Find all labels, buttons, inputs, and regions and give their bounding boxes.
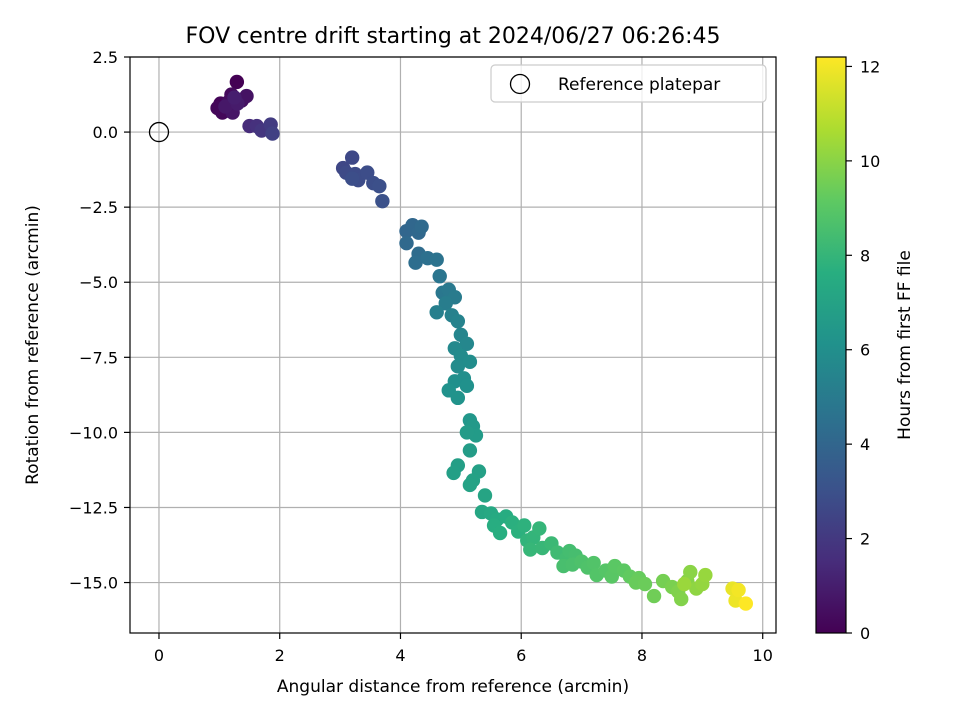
legend-entry-label: Reference platepar <box>558 75 720 95</box>
data-point <box>344 150 360 165</box>
data-point <box>450 314 466 329</box>
data-point <box>517 518 532 533</box>
data-point <box>360 165 375 180</box>
colorbar-tick-label: 12 <box>860 57 880 76</box>
data-point <box>414 219 429 234</box>
y-axis-label: Rotation from reference (arcmin) <box>23 205 43 485</box>
data-point <box>450 359 466 374</box>
colorbar-frame <box>815 56 847 634</box>
x-axis-ticks: 0 2 4 6 8 10 <box>154 633 773 665</box>
data-point <box>477 488 493 503</box>
y-tick-label: −15.0 <box>69 574 118 593</box>
y-tick-label: 0.0 <box>93 123 118 142</box>
data-point <box>698 567 713 583</box>
reference-platepar-marker <box>148 121 170 143</box>
data-point <box>227 90 242 105</box>
colorbar-gradient <box>816 57 846 633</box>
colorbar-tick-label: 4 <box>860 435 870 454</box>
data-point <box>399 235 414 251</box>
colorbar-tick-label: 10 <box>860 152 880 171</box>
y-tick-label: −2.5 <box>79 198 118 217</box>
y-tick-label: 2.5 <box>93 48 118 67</box>
y-tick-label: −10.0 <box>69 423 118 442</box>
y-tick-label: −7.5 <box>79 348 118 367</box>
data-point <box>459 378 475 394</box>
y-tick-label: −12.5 <box>69 498 118 517</box>
data-point <box>677 576 692 592</box>
y-axis-ticks: 2.5 0.0 −2.5 −5.0 −7.5 −10.0 −12.5 −15.0 <box>69 48 130 593</box>
data-point <box>462 477 478 493</box>
colorbar-label: Hours from first FF file <box>895 250 915 440</box>
colorbar-tick-label: 2 <box>860 530 870 549</box>
colorbar-ticks: 0 2 4 6 8 10 12 <box>846 57 880 643</box>
x-tick-label: 10 <box>753 646 773 665</box>
data-point <box>731 582 746 598</box>
data-points <box>210 74 754 611</box>
data-point <box>462 443 478 458</box>
data-point <box>408 255 423 270</box>
data-point <box>429 305 444 320</box>
legend-open-circle-icon <box>509 73 531 95</box>
plot-frame <box>129 56 777 634</box>
data-point <box>375 193 390 209</box>
data-point <box>432 269 447 284</box>
data-point <box>738 596 754 611</box>
data-point <box>674 591 689 607</box>
x-tick-label: 4 <box>395 646 405 665</box>
data-point <box>265 126 280 141</box>
data-point <box>492 525 508 541</box>
data-point <box>462 354 478 370</box>
data-point <box>218 99 233 114</box>
data-point <box>446 465 461 481</box>
data-point <box>637 576 653 592</box>
reference-marker-layer <box>148 121 170 143</box>
x-axis-label: Angular distance from reference (arcmin) <box>277 677 629 697</box>
chart-title: FOV centre drift starting at 2024/06/27 … <box>186 24 721 49</box>
data-point <box>532 521 547 536</box>
data-point <box>372 178 387 194</box>
x-tick-label: 0 <box>154 646 164 665</box>
colorbar-tick-label: 8 <box>860 246 870 265</box>
data-point <box>523 542 538 557</box>
data-point <box>586 555 601 571</box>
data-point <box>438 296 453 311</box>
data-point <box>229 74 245 90</box>
data-point <box>646 588 662 604</box>
data-point <box>450 390 466 406</box>
x-tick-label: 6 <box>516 646 526 665</box>
colorbar: 0 2 4 6 8 10 12 Hours from first FF file <box>815 56 915 643</box>
data-point <box>459 425 475 440</box>
data-point <box>429 252 444 267</box>
x-tick-label: 8 <box>637 646 647 665</box>
data-point <box>683 564 698 580</box>
colorbar-tick-label: 0 <box>860 624 870 643</box>
data-point <box>344 171 360 186</box>
y-tick-label: −5.0 <box>79 273 118 292</box>
colorbar-tick-label: 6 <box>860 341 870 360</box>
x-tick-label: 2 <box>275 646 285 665</box>
data-point <box>459 336 475 351</box>
legend-box <box>490 64 767 103</box>
legend: Reference platepar <box>490 64 767 103</box>
